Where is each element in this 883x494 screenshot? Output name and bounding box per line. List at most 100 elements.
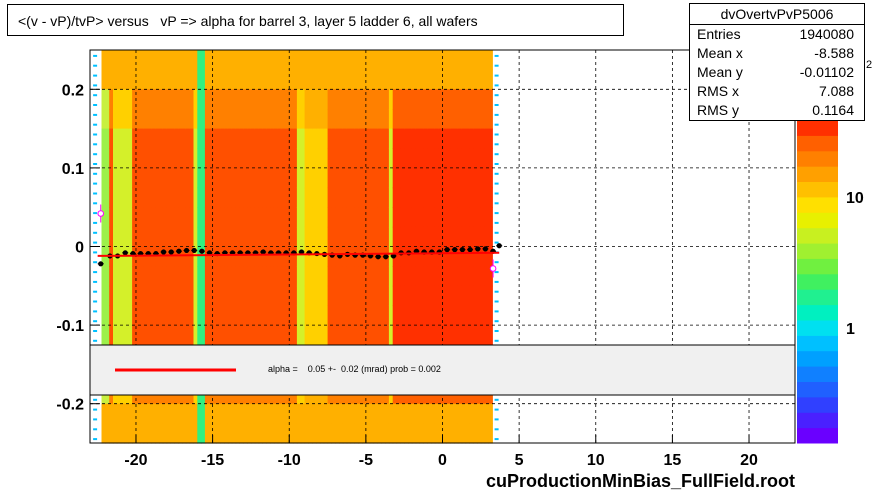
heatmap-cell	[151, 285, 156, 307]
heatmap-cell	[427, 246, 432, 267]
heatmap-cell	[224, 226, 229, 248]
heatmap-cell	[408, 128, 413, 149]
heatmap-cell	[423, 423, 428, 444]
heatmap-cell	[170, 305, 175, 326]
heatmap-cell	[350, 207, 355, 228]
heatmap-cell	[235, 403, 240, 424]
heatmap-cell	[143, 109, 148, 130]
heatmap-cell	[204, 403, 210, 424]
heatmap-cell	[159, 187, 164, 208]
heatmap-cell	[289, 187, 294, 208]
edge-bin	[93, 251, 98, 254]
heatmap-cell	[120, 167, 126, 189]
heatmap-cell	[285, 325, 290, 346]
heatmap-cell	[197, 187, 202, 208]
heatmap-cell	[465, 226, 470, 248]
heatmap-cell	[308, 285, 313, 307]
heatmap-cell	[396, 109, 401, 130]
heatmap-cell	[243, 266, 248, 287]
heatmap-cell	[442, 50, 447, 71]
heatmap-cell	[231, 207, 237, 228]
heatmap-cell	[411, 109, 417, 130]
heatmap-cell	[331, 69, 336, 90]
heatmap-cell	[281, 207, 286, 228]
heatmap-cell	[250, 226, 256, 248]
heatmap-cell	[270, 89, 275, 110]
heatmap-cell	[178, 50, 183, 71]
heatmap-cell	[446, 285, 451, 307]
heatmap-cell	[388, 226, 394, 248]
z-tick-label: 1	[846, 321, 855, 338]
heatmap-cell	[128, 89, 133, 110]
heatmap-cell	[312, 266, 317, 287]
heatmap-cell	[139, 148, 145, 169]
heatmap-cell	[143, 226, 148, 248]
profile-point	[183, 247, 190, 254]
heatmap-cell	[488, 246, 493, 267]
stats-row-rms-x: RMS x 7.088	[690, 82, 864, 101]
heatmap-cell	[408, 423, 413, 444]
profile-point	[199, 248, 205, 254]
heatmap-cell	[151, 89, 156, 110]
heatmap-cell	[143, 69, 148, 90]
heatmap-cell	[308, 128, 313, 149]
color-scale-bin	[797, 243, 838, 259]
heatmap-cell	[189, 403, 194, 424]
heatmap-cell	[178, 246, 183, 267]
heatmap-cell	[136, 207, 141, 228]
heatmap-cell	[411, 167, 417, 189]
heatmap-cell	[197, 69, 202, 90]
heatmap-cell	[446, 50, 451, 71]
heatmap-cell	[350, 50, 355, 71]
heatmap-cell	[469, 128, 474, 149]
heatmap-cell	[208, 226, 214, 248]
heatmap-cell	[231, 89, 237, 110]
edge-bin	[93, 280, 98, 283]
heatmap-cell	[204, 167, 210, 189]
heatmap-cell	[358, 187, 363, 208]
heatmap-cell	[162, 109, 168, 130]
heatmap-cell	[166, 69, 171, 90]
heatmap-cell	[392, 266, 398, 287]
heatmap-cell	[109, 325, 114, 346]
edge-bin	[93, 418, 98, 421]
heatmap-cell	[346, 50, 352, 71]
heatmap-cell	[262, 266, 267, 287]
heatmap-cell	[128, 403, 133, 424]
heatmap-cell	[362, 128, 367, 149]
edge-bin	[93, 428, 98, 431]
heatmap-cell	[488, 69, 493, 90]
heatmap-cell	[239, 285, 244, 307]
heatmap-cell	[323, 285, 329, 307]
heatmap-cell	[293, 50, 298, 71]
heatmap-cell	[139, 207, 145, 228]
heatmap-cell	[300, 50, 306, 71]
heatmap-cell	[113, 128, 118, 149]
heatmap-cell	[477, 148, 482, 169]
heatmap-cell	[105, 423, 110, 444]
heatmap-cell	[170, 403, 175, 424]
heatmap-cell	[419, 50, 424, 71]
edge-bin	[494, 290, 499, 293]
color-scale-bin	[797, 227, 838, 244]
heatmap-cell	[373, 187, 378, 208]
heatmap-cell	[105, 187, 110, 208]
heatmap-cell	[365, 305, 371, 326]
heatmap-cell	[477, 187, 482, 208]
heatmap-cell	[365, 50, 371, 71]
heatmap-cell	[155, 207, 160, 228]
heatmap-cell	[450, 148, 455, 169]
heatmap-cell	[484, 109, 489, 130]
heatmap-cell	[178, 187, 183, 208]
edge-bin	[93, 123, 98, 126]
heatmap-cell	[354, 423, 359, 444]
heatmap-cell	[316, 50, 321, 71]
heatmap-cell	[446, 187, 451, 208]
heatmap-cell	[477, 285, 482, 307]
heatmap-cell	[404, 325, 409, 346]
heatmap-cell	[308, 266, 313, 287]
heatmap-cell	[208, 423, 214, 444]
heatmap-cell	[113, 50, 118, 71]
color-scale-bin	[797, 150, 838, 167]
heatmap-cell	[316, 285, 321, 307]
